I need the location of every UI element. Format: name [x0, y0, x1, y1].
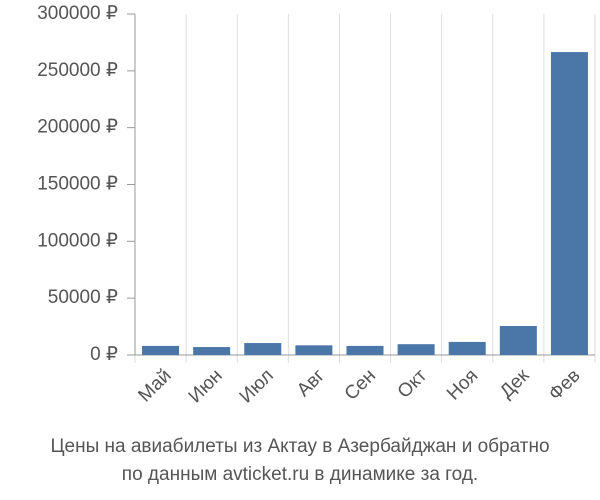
- x-tick-label: Сен: [341, 365, 380, 404]
- x-tick-label: Ноя: [443, 365, 482, 404]
- y-tick-label: 150000 ₽: [37, 174, 118, 195]
- y-tick-label: 0 ₽: [90, 344, 118, 365]
- y-tick-label: 50000 ₽: [48, 287, 118, 308]
- chart-title: Цены на авиабилеты из Актау в Азербайджа…: [50, 436, 549, 457]
- x-tick-label: Авг: [293, 365, 329, 401]
- bar: [550, 52, 588, 355]
- y-tick-label: 300000 ₽: [37, 3, 118, 24]
- bar: [448, 341, 486, 355]
- bar: [499, 326, 537, 355]
- x-tick-label: Окт: [394, 365, 432, 403]
- bar: [193, 347, 231, 355]
- bar: [295, 345, 333, 355]
- bar: [142, 345, 180, 355]
- bar: [346, 345, 384, 355]
- bar: [244, 343, 282, 355]
- chart-subtitle: по данным avticket.ru в динамике за год.: [122, 464, 478, 485]
- x-tick-label: Май: [134, 365, 175, 406]
- x-tick-label: Июн: [185, 365, 227, 407]
- y-tick-label: 250000 ₽: [37, 60, 118, 81]
- y-tick-label: 100000 ₽: [37, 230, 118, 251]
- bar: [397, 344, 435, 355]
- x-tick-label: Дек: [496, 365, 534, 403]
- x-tick-label: Фев: [545, 365, 585, 405]
- x-tick-label: Июл: [236, 365, 278, 407]
- y-tick-label: 200000 ₽: [37, 117, 118, 138]
